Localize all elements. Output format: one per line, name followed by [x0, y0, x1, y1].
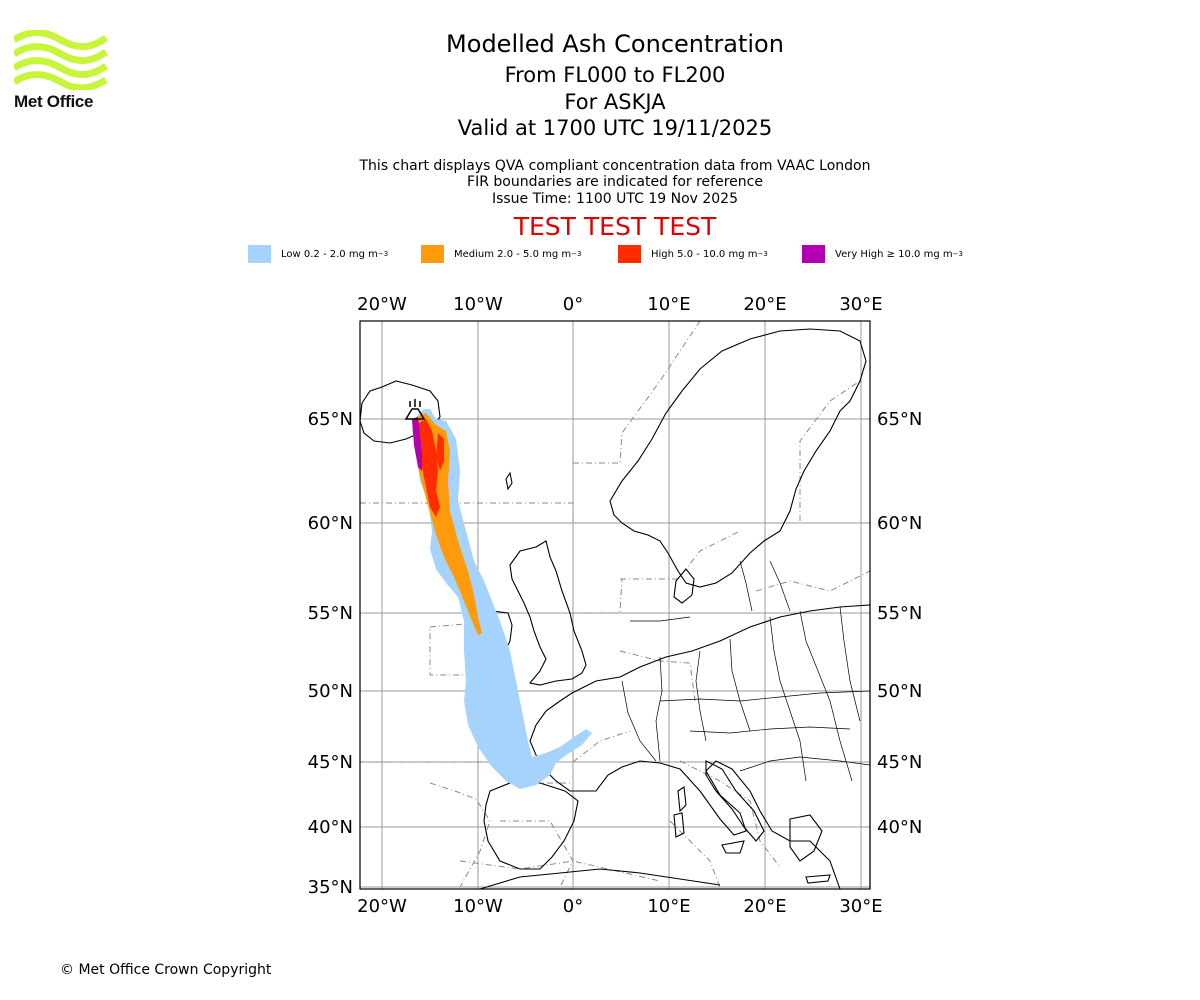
lat-tick-left: 65°N — [308, 409, 353, 430]
lon-tick-bottom: 10°W — [453, 896, 503, 917]
legend-item-very-high: Very High ≥ 10.0 mg m −3 — [802, 244, 963, 264]
lat-tick-left: 45°N — [308, 752, 353, 773]
lat-tick-right: 40°N — [877, 817, 922, 838]
lat-tick-left: 60°N — [308, 513, 353, 534]
legend-swatch-medium — [421, 245, 444, 263]
lon-tick-top: 20°W — [357, 294, 407, 315]
lon-tick-top: 30°E — [839, 294, 882, 315]
continental-europe-outline — [529, 604, 871, 890]
lat-tick-right: 60°N — [877, 513, 922, 534]
iberia-outline — [483, 782, 579, 870]
lat-tick-right: 45°N — [877, 752, 922, 773]
lon-tick-bottom: 30°E — [839, 896, 882, 917]
legend-swatch-high — [618, 245, 641, 263]
lon-tick-top: 20°E — [743, 294, 786, 315]
volcano-name: For ASKJA — [564, 90, 666, 114]
lat-tick-left: 40°N — [308, 817, 353, 838]
legend-swatch-low — [248, 245, 271, 263]
legend-swatch-very-high — [802, 245, 825, 263]
ash-very-high — [412, 417, 422, 471]
ash-high — [416, 419, 440, 517]
chart-title: Modelled Ash Concentration — [446, 30, 784, 58]
lon-tick-top: 10°E — [647, 294, 690, 315]
lon-tick-top: 0° — [563, 294, 583, 315]
lon-tick-bottom: 20°W — [357, 896, 407, 917]
flight-level-range: From FL000 to FL200 — [504, 63, 726, 87]
legend-item-low: Low 0.2 - 2.0 mg m −3 — [248, 244, 388, 264]
lat-tick-left: 50°N — [308, 681, 353, 702]
lon-tick-bottom: 0° — [563, 896, 583, 917]
ash-low — [412, 409, 592, 789]
map-frame — [359, 320, 871, 890]
valid-time: Valid at 1700 UTC 19/11/2025 — [457, 116, 773, 140]
met-office-logo — [12, 29, 114, 112]
qva-note: This chart displays QVA compliant concen… — [359, 158, 871, 174]
lat-tick-left: 55°N — [308, 603, 353, 624]
lat-tick-left: 35°N — [308, 877, 353, 898]
legend-label-medium: Medium 2.0 - 5.0 mg m — [454, 248, 572, 260]
met-office-logo-waves-icon — [12, 29, 109, 92]
lon-tick-bottom: 10°E — [647, 896, 690, 917]
legend-item-medium: Medium 2.0 - 5.0 mg m −3 — [421, 244, 581, 264]
lon-tick-bottom: 20°E — [743, 896, 786, 917]
country-borders — [621, 560, 871, 782]
legend-label-low: Low 0.2 - 2.0 mg m — [281, 248, 378, 260]
legend-label-very-high: Very High ≥ 10.0 mg m — [835, 248, 953, 260]
map-background — [360, 321, 870, 889]
fir-note: FIR boundaries are indicated for referen… — [467, 174, 763, 190]
met-office-logo-text: Met Office — [14, 92, 94, 111]
issue-time: Issue Time: 1100 UTC 19 Nov 2025 — [491, 191, 739, 207]
legend-label-high: High 5.0 - 10.0 mg m — [651, 248, 758, 260]
lon-tick-top: 10°W — [453, 294, 503, 315]
lat-tick-right: 65°N — [877, 409, 922, 430]
lat-tick-right: 55°N — [877, 603, 922, 624]
volcano-marker-icon — [404, 399, 426, 420]
coastlines — [359, 328, 871, 890]
ash-map: 20°W 10°W 0° 10°E 20°E 30°E 20°W 10°W 0°… — [308, 294, 923, 917]
test-banner: TEST TEST TEST — [513, 212, 717, 241]
lat-tick-right: 50°N — [877, 681, 922, 702]
legend-item-high: High 5.0 - 10.0 mg m −3 — [618, 244, 768, 264]
ash-cloud — [412, 409, 592, 789]
scandinavia-outline — [609, 328, 867, 588]
great-britain-outline — [509, 540, 587, 686]
copyright: © Met Office Crown Copyright — [60, 962, 272, 978]
